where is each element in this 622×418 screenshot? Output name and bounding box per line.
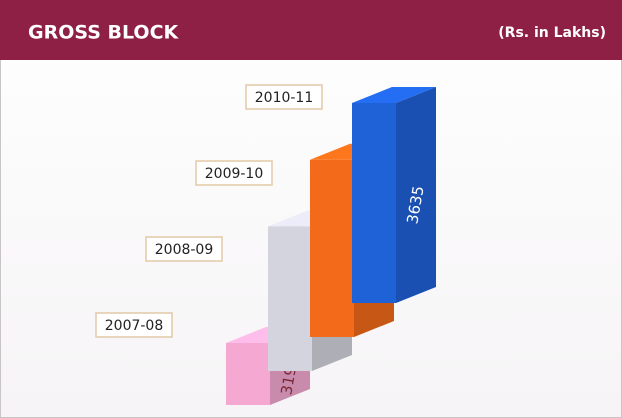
chart-title: GROSS BLOCK (28, 22, 180, 44)
bar-top (352, 87, 436, 103)
header-band (0, 0, 622, 60)
category-label: 2010-11 (255, 90, 314, 106)
bar-side (396, 87, 436, 303)
category-box (145, 236, 223, 262)
category-label: 2009-10 (205, 166, 264, 182)
category-label: 2007-08 (105, 318, 164, 334)
bar (268, 226, 312, 371)
bar (310, 159, 354, 337)
category-box (195, 160, 273, 186)
category-label: 2008-09 (155, 242, 214, 258)
chart-subtitle: (Rs. in Lakhs) (498, 25, 606, 41)
bar (226, 343, 270, 405)
bar (352, 103, 396, 303)
category-box (245, 84, 323, 110)
category-box (95, 312, 173, 338)
